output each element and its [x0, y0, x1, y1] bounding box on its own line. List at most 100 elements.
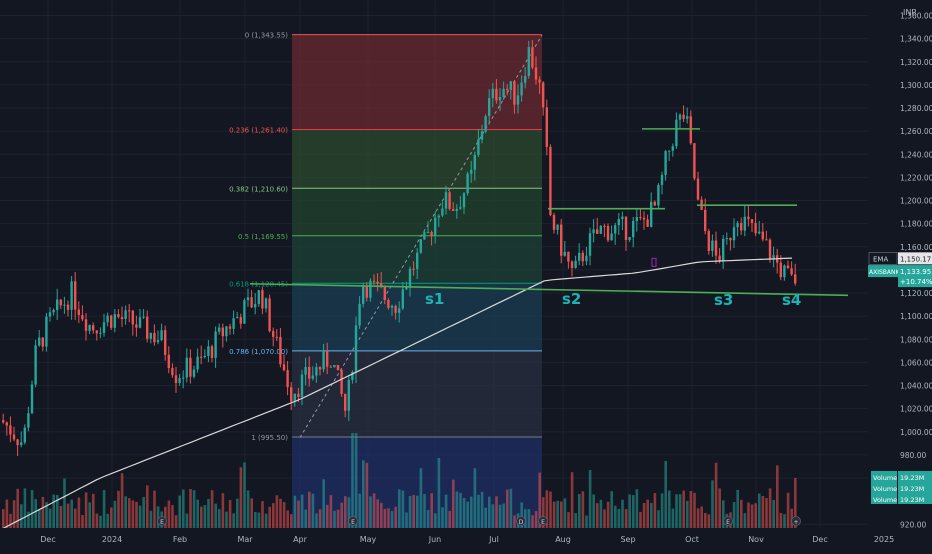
volume-bar — [553, 502, 556, 528]
volume-bar — [362, 460, 365, 528]
candle-body — [290, 387, 292, 401]
volume-bar — [222, 493, 225, 528]
volume-bar — [772, 500, 775, 528]
candle-body — [168, 355, 170, 368]
volume-bar — [196, 500, 199, 528]
volume-bar — [513, 515, 516, 528]
candle-body — [139, 317, 141, 327]
candle-body — [646, 219, 648, 226]
candle-body — [103, 322, 105, 333]
volume-bar — [42, 497, 45, 528]
volume-bar — [758, 494, 761, 528]
candle-body — [542, 83, 544, 108]
volume-bar — [664, 461, 667, 528]
candle-body — [520, 83, 522, 96]
volume-tag-text: Volume — [873, 485, 897, 493]
volume-bar — [607, 502, 610, 528]
candle-body — [261, 290, 263, 308]
candle-body — [60, 300, 62, 306]
candle-body — [373, 281, 375, 282]
candle-body — [578, 253, 580, 261]
volume-bar — [416, 496, 419, 528]
volume-bar — [330, 495, 333, 528]
volume-bar — [621, 500, 624, 528]
volume-bar — [106, 514, 109, 528]
candle-body — [718, 256, 720, 261]
candle-body — [16, 439, 18, 445]
volume-bar — [672, 509, 675, 528]
volume-bar — [614, 506, 617, 528]
volume-bar — [265, 514, 268, 528]
candle-body — [729, 238, 731, 240]
candle-body — [459, 207, 461, 209]
volume-bar — [258, 513, 261, 528]
volume-bar — [740, 500, 743, 528]
volume-bar — [564, 498, 567, 528]
candle-body — [272, 331, 274, 337]
candle-body — [585, 256, 587, 261]
candle-body — [142, 317, 144, 318]
volume-bar — [430, 493, 433, 528]
event-marker-text: E — [726, 519, 730, 526]
last-price-text: 1,133.95 — [900, 268, 931, 276]
candle-body — [481, 131, 483, 139]
volume-bar — [448, 511, 451, 528]
fib-zone — [292, 283, 542, 351]
volume-bar — [560, 502, 563, 528]
candle-body — [434, 217, 436, 235]
price-tick-label: 1,200.00 — [900, 197, 932, 206]
fib-zone — [292, 351, 542, 437]
fib-level-label: 0.236 (1,261.40) — [229, 127, 288, 135]
candle-body — [546, 107, 548, 146]
candle-body — [67, 305, 69, 310]
candle-body — [625, 217, 627, 240]
candle-body — [574, 261, 576, 268]
time-tick-label: Dec — [40, 535, 55, 544]
volume-bar — [549, 492, 552, 528]
volume-value-text: 19.23M — [900, 485, 924, 493]
candle-body — [636, 217, 638, 221]
volume-bar — [603, 509, 606, 528]
candle-body — [747, 217, 749, 220]
volume-bar — [682, 491, 685, 528]
candle-body — [582, 253, 584, 261]
event-marker-text: E — [351, 519, 355, 526]
candle-body — [790, 268, 792, 274]
candle-body — [99, 333, 101, 334]
volume-bar — [312, 494, 315, 528]
volume-bar — [780, 513, 783, 528]
volume-bar — [592, 495, 595, 528]
candle-body — [567, 252, 569, 262]
volume-bar — [168, 501, 171, 528]
candle-body — [618, 219, 620, 225]
volume-bar — [276, 495, 279, 528]
volume-bar — [67, 504, 70, 528]
volume-bar — [697, 508, 700, 528]
candle-body — [445, 192, 447, 208]
price-tick-label: 1,020.00 — [900, 405, 932, 414]
volume-bar — [344, 496, 347, 528]
volume-bar — [175, 515, 178, 528]
time-tick-label: Sep — [620, 535, 635, 544]
volume-bar — [229, 500, 232, 528]
candle-body — [538, 80, 540, 83]
candle-body — [693, 143, 695, 178]
candle-body — [211, 346, 213, 358]
candle-body — [63, 305, 65, 306]
volume-bar — [294, 496, 297, 528]
candle-body — [448, 192, 450, 209]
candle-body — [225, 327, 227, 337]
candle-body — [456, 209, 458, 211]
candle-body — [610, 234, 612, 241]
volume-bar — [693, 493, 696, 528]
candle-body — [628, 237, 630, 240]
candle-body — [686, 116, 688, 119]
symbol-tag-text: AXISBANK — [869, 269, 901, 276]
time-tick-label: Apr — [293, 535, 308, 544]
candle-body — [412, 269, 414, 270]
candle-body — [164, 330, 166, 355]
candle-body — [600, 226, 602, 234]
